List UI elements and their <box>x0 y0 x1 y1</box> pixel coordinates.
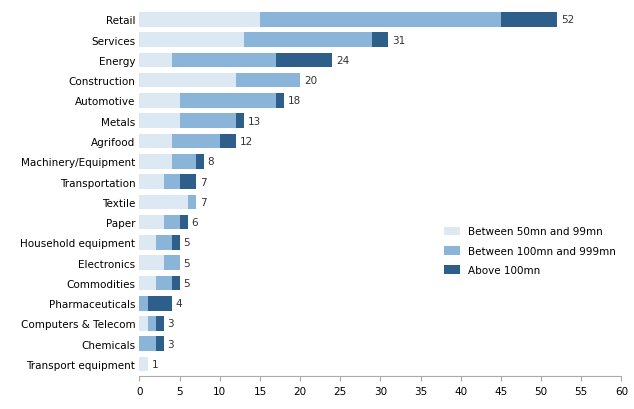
Bar <box>220 135 236 149</box>
Bar <box>164 256 179 270</box>
Bar <box>196 155 204 169</box>
Text: 18: 18 <box>288 96 301 106</box>
Bar <box>139 317 148 331</box>
Text: 1: 1 <box>152 359 158 369</box>
Bar <box>164 215 179 230</box>
Bar <box>236 114 244 129</box>
Text: 5: 5 <box>184 258 190 268</box>
Bar <box>139 215 164 230</box>
Text: 5: 5 <box>184 278 190 288</box>
Bar <box>139 33 244 48</box>
Bar <box>179 94 276 108</box>
Bar <box>155 276 172 290</box>
Text: 3: 3 <box>167 339 174 349</box>
Bar <box>244 33 372 48</box>
Bar <box>172 54 276 68</box>
Bar <box>372 33 389 48</box>
Bar <box>139 94 179 108</box>
Text: 5: 5 <box>184 238 190 248</box>
Text: 7: 7 <box>200 198 206 207</box>
Bar <box>139 296 148 311</box>
Text: 7: 7 <box>200 177 206 187</box>
Bar <box>139 337 155 351</box>
Bar <box>155 236 172 250</box>
Bar <box>139 276 155 290</box>
Bar <box>164 175 179 189</box>
Bar <box>139 357 148 371</box>
Text: 52: 52 <box>561 15 574 25</box>
Bar <box>276 94 284 108</box>
Text: 20: 20 <box>304 76 317 86</box>
Bar <box>139 13 260 27</box>
Bar <box>260 13 501 27</box>
Bar <box>139 195 188 210</box>
Bar <box>139 155 172 169</box>
Text: 13: 13 <box>248 117 261 126</box>
Bar <box>188 195 196 210</box>
Legend: Between 50mn and 99mn, Between 100mn and 999mn, Above 100mn: Between 50mn and 99mn, Between 100mn and… <box>444 227 616 276</box>
Bar <box>139 256 164 270</box>
Bar <box>179 215 188 230</box>
Bar <box>501 13 557 27</box>
Bar <box>172 135 220 149</box>
Bar <box>236 74 300 88</box>
Bar <box>139 236 155 250</box>
Bar <box>148 317 155 331</box>
Bar <box>155 337 164 351</box>
Text: 4: 4 <box>176 299 182 308</box>
Bar <box>139 175 164 189</box>
Bar <box>172 236 179 250</box>
Bar <box>139 54 172 68</box>
Bar <box>148 296 172 311</box>
Bar <box>139 135 172 149</box>
Text: 3: 3 <box>167 319 174 329</box>
Bar <box>139 114 179 129</box>
Bar <box>276 54 332 68</box>
Text: 24: 24 <box>336 56 349 66</box>
Text: 6: 6 <box>191 218 198 227</box>
Bar <box>172 276 179 290</box>
Bar <box>179 114 236 129</box>
Bar <box>179 175 196 189</box>
Text: 12: 12 <box>240 137 253 147</box>
Bar <box>155 317 164 331</box>
Text: 31: 31 <box>392 36 406 45</box>
Text: 8: 8 <box>208 157 214 167</box>
Bar <box>172 155 196 169</box>
Bar <box>139 74 236 88</box>
